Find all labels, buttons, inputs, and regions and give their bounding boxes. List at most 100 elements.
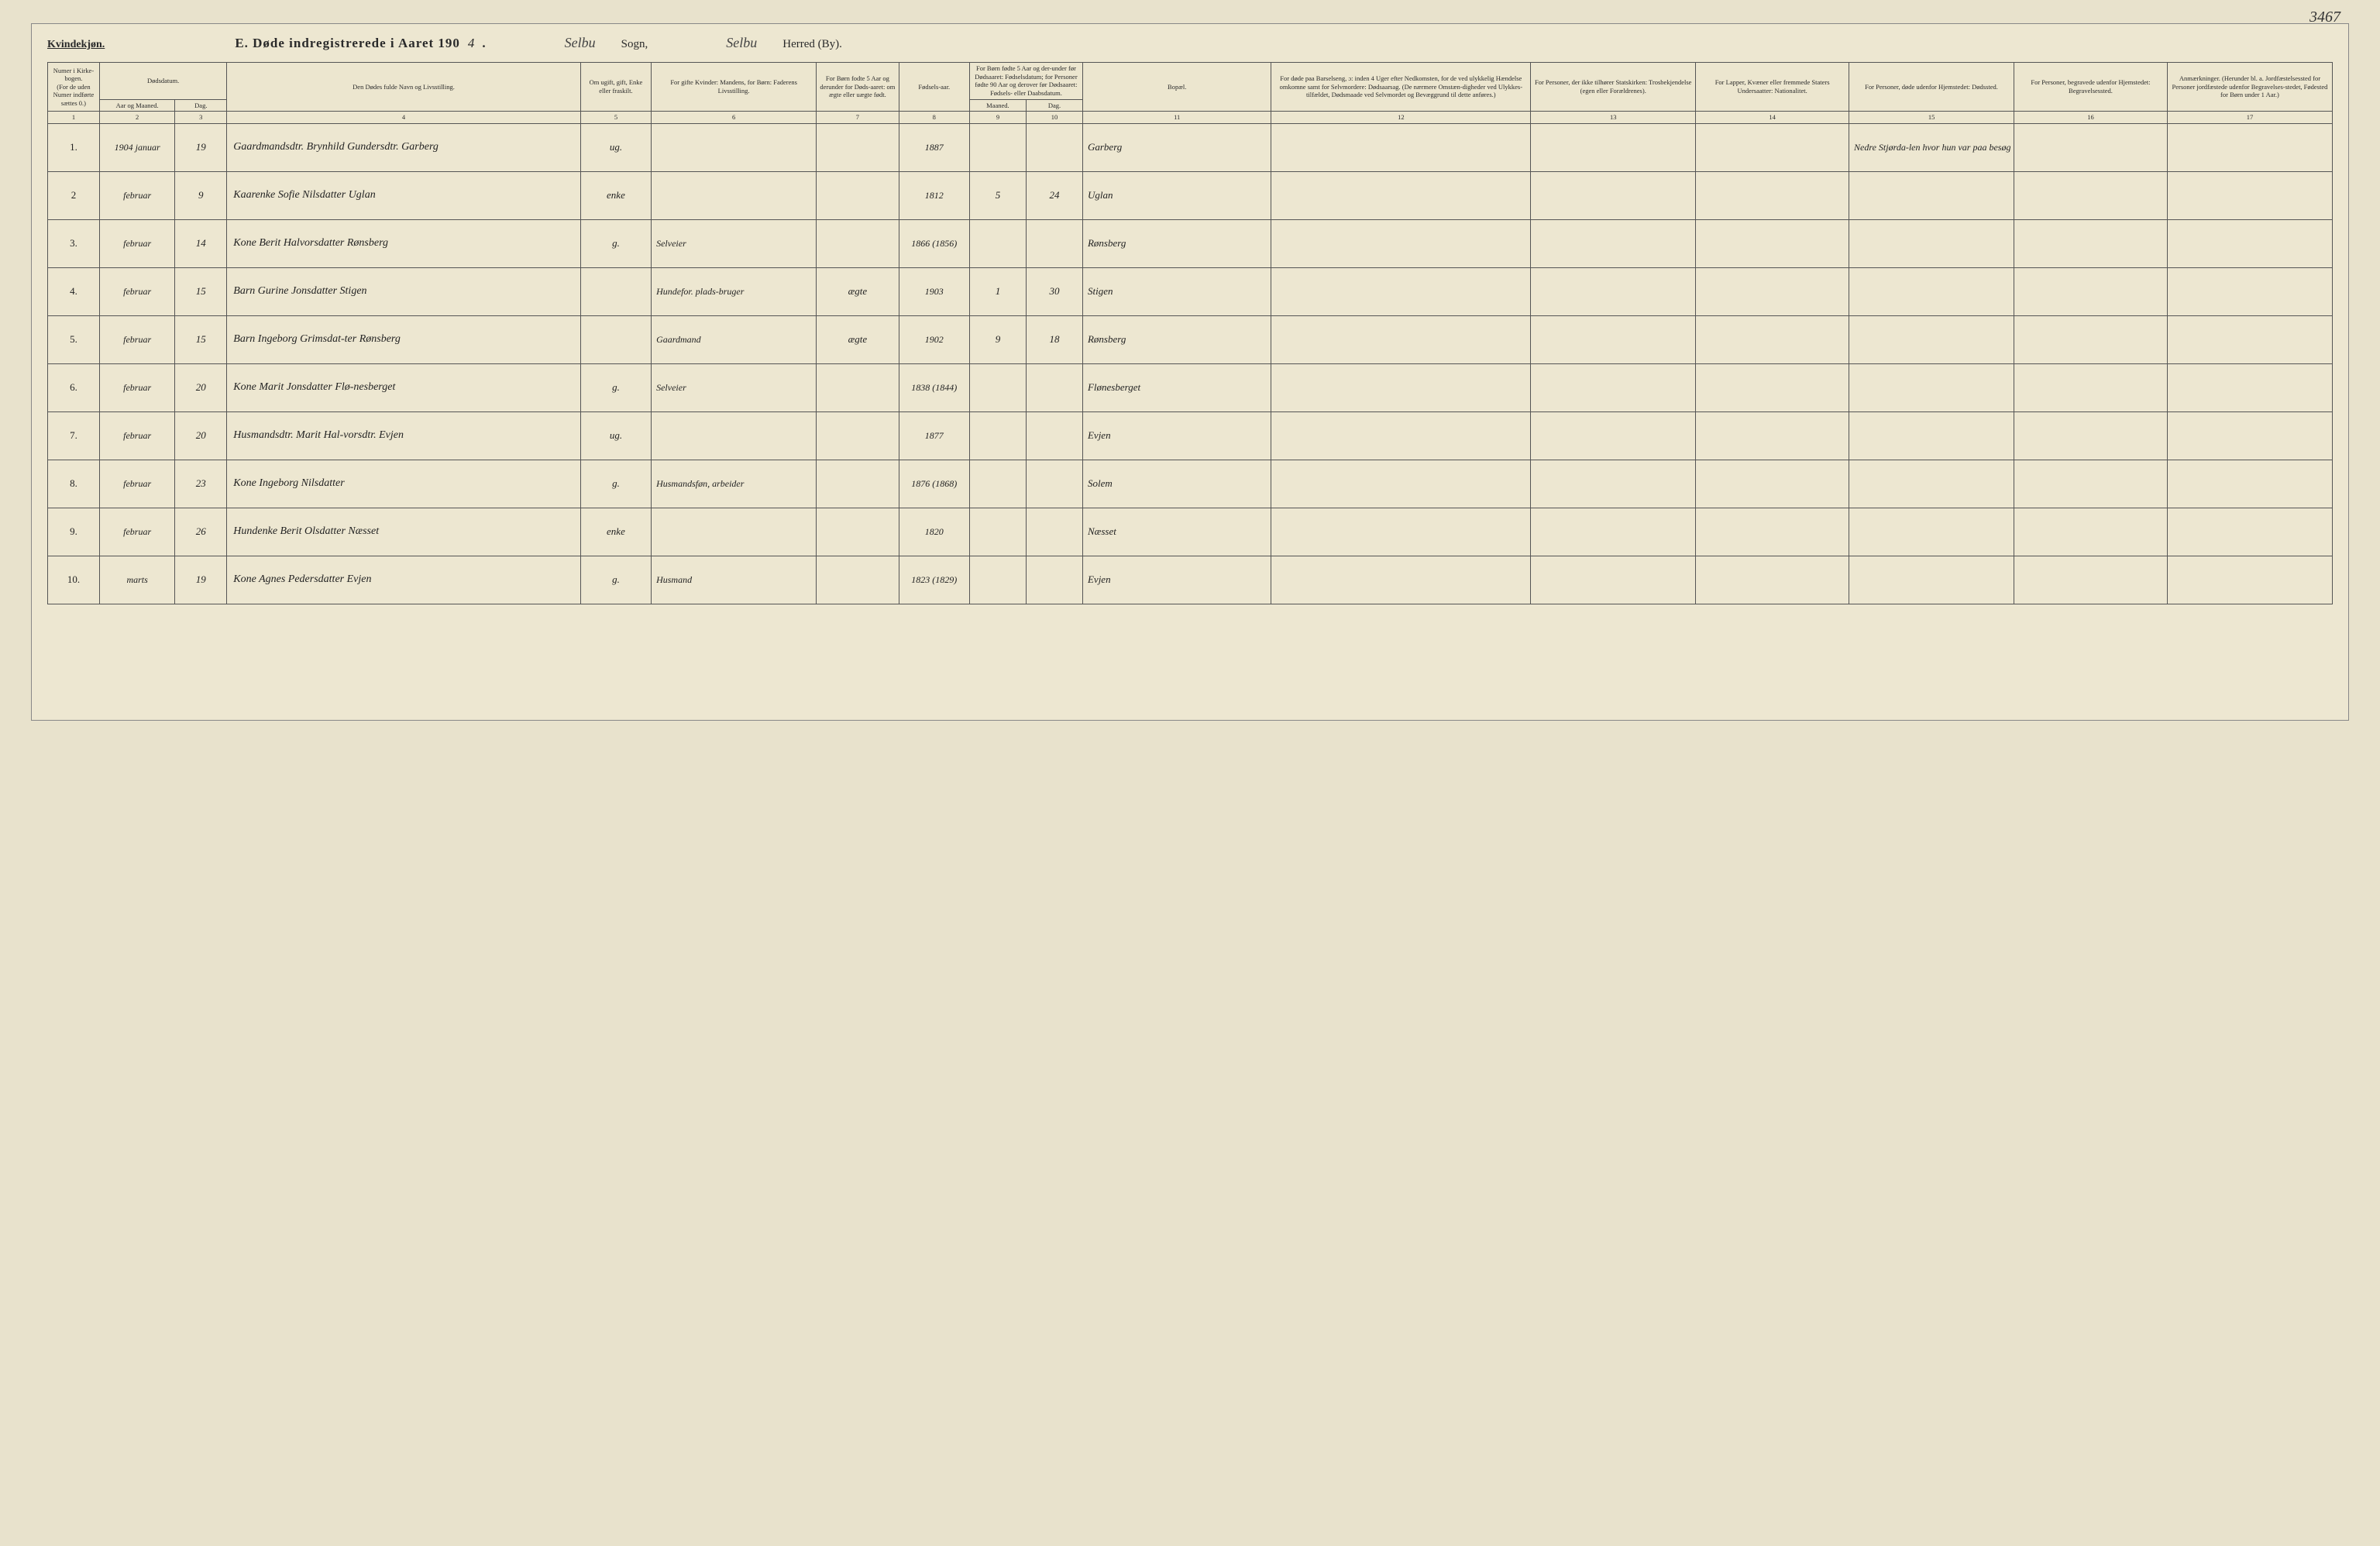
cell <box>1531 411 1696 460</box>
cell: Barn Gurine Jonsdatter Stigen <box>227 267 581 315</box>
col-header-1b: (For de uden Numer indførte sættes 0.) <box>53 83 95 107</box>
col-header-11: Bopæl. <box>1082 63 1271 112</box>
table-row: 5.februar15Barn Ingeborg Grimsdat-ter Rø… <box>48 315 2333 363</box>
cell <box>817 363 899 411</box>
col-header-2a: Aar og Maaned. <box>99 99 174 112</box>
cell <box>652 411 817 460</box>
col-header-8: Fødsels-aar. <box>899 63 969 112</box>
cell: 5 <box>969 171 1026 219</box>
col-header-12: For døde paa Barselseng, ɔ: inden 4 Uger… <box>1271 63 1531 112</box>
cell: 3. <box>48 219 100 267</box>
cell <box>1696 171 1849 219</box>
col-header-4: Den Dødes fulde Navn og Livsstilling. <box>227 63 581 112</box>
cell <box>2167 123 2332 171</box>
cell: Husmandsdtr. Marit Hal-vorsdtr. Evjen <box>227 411 581 460</box>
colnum: 1 <box>48 112 100 124</box>
cell <box>652 171 817 219</box>
cell: 1812 <box>899 171 969 219</box>
cell <box>1531 123 1696 171</box>
cell: marts <box>99 556 174 604</box>
cell <box>969 460 1026 508</box>
cell: 19 <box>175 556 227 604</box>
cell: Flønesberget <box>1082 363 1271 411</box>
cell <box>1849 219 2014 267</box>
cell: 14 <box>175 219 227 267</box>
cell <box>1271 363 1531 411</box>
table-row: 6.februar20Kone Marit Jonsdatter Flø-nes… <box>48 363 2333 411</box>
cell: 6. <box>48 363 100 411</box>
cell <box>1849 508 2014 556</box>
colnum: 16 <box>2014 112 2168 124</box>
cell <box>1271 315 1531 363</box>
col-header-dodsdatum: Dødsdatum. <box>99 63 226 100</box>
gender-label: Kvindekjøn. <box>47 39 105 51</box>
cell <box>2014 315 2168 363</box>
col-header-13: For Personer, der ikke tilhører Statskir… <box>1531 63 1696 112</box>
cell <box>2167 363 2332 411</box>
cell: Evjen <box>1082 556 1271 604</box>
cell: Selveier <box>652 219 817 267</box>
cell <box>969 508 1026 556</box>
cell: enke <box>580 508 651 556</box>
cell <box>969 411 1026 460</box>
cell: Næsset <box>1082 508 1271 556</box>
colnum: 10 <box>1026 112 1082 124</box>
table-row: 7.februar20Husmandsdtr. Marit Hal-vorsdt… <box>48 411 2333 460</box>
colnum: 11 <box>1082 112 1271 124</box>
cell <box>1271 267 1531 315</box>
cell <box>1696 219 1849 267</box>
cell: 1904 januar <box>99 123 174 171</box>
cell <box>1531 171 1696 219</box>
colnum: 14 <box>1696 112 1849 124</box>
table-row: 2februar9Kaarenke Sofie Nilsdatter Uglan… <box>48 171 2333 219</box>
cell: 1838 (1844) <box>899 363 969 411</box>
cell <box>2014 123 2168 171</box>
cell: 26 <box>175 508 227 556</box>
cell: Uglan <box>1082 171 1271 219</box>
cell: Stigen <box>1082 267 1271 315</box>
cell: 18 <box>1026 315 1082 363</box>
cell <box>1849 411 2014 460</box>
cell: Husmand <box>652 556 817 604</box>
cell: enke <box>580 171 651 219</box>
cell <box>1849 556 2014 604</box>
cell <box>2014 363 2168 411</box>
cell: Nedre Stjørda-len hvor hun var paa besøg <box>1849 123 2014 171</box>
cell: 23 <box>175 460 227 508</box>
colnum: 12 <box>1271 112 1531 124</box>
cell: februar <box>99 411 174 460</box>
cell <box>652 508 817 556</box>
cell <box>1531 508 1696 556</box>
table-row: 1.1904 januar19Gaardmandsdtr. Brynhild G… <box>48 123 2333 171</box>
year-fill: 4 <box>466 36 476 51</box>
cell: ug. <box>580 411 651 460</box>
cell <box>817 411 899 460</box>
cell <box>1849 267 2014 315</box>
cell <box>1531 556 1696 604</box>
cell <box>2014 219 2168 267</box>
col-header-1a: Numer i Kirke-bogen. <box>53 67 94 83</box>
cell: 1866 (1856) <box>899 219 969 267</box>
cell: 2 <box>48 171 100 219</box>
col-header-5: Om ugift, gift, Enke eller fraskilt. <box>580 63 651 112</box>
cell <box>2167 171 2332 219</box>
cell: 9. <box>48 508 100 556</box>
cell <box>1531 219 1696 267</box>
cell: 24 <box>1026 171 1082 219</box>
district-value: Selbu <box>707 35 776 51</box>
cell: Hundefor. plads-bruger <box>652 267 817 315</box>
cell: Gaardmandsdtr. Brynhild Gundersdtr. Garb… <box>227 123 581 171</box>
cell: februar <box>99 267 174 315</box>
table-row: 9.februar26Hundenke Berit Olsdatter Næss… <box>48 508 2333 556</box>
cell <box>1696 267 1849 315</box>
cell: februar <box>99 460 174 508</box>
cell: 1823 (1829) <box>899 556 969 604</box>
col-header-15: For Personer, døde udenfor Hjemstedet: D… <box>1849 63 2014 112</box>
cell: Selveier <box>652 363 817 411</box>
cell <box>1026 411 1082 460</box>
cell: 15 <box>175 315 227 363</box>
table-head: Numer i Kirke-bogen. (For de uden Numer … <box>48 63 2333 124</box>
cell: Kaarenke Sofie Nilsdatter Uglan <box>227 171 581 219</box>
cell <box>2014 267 2168 315</box>
colnum: 7 <box>817 112 899 124</box>
